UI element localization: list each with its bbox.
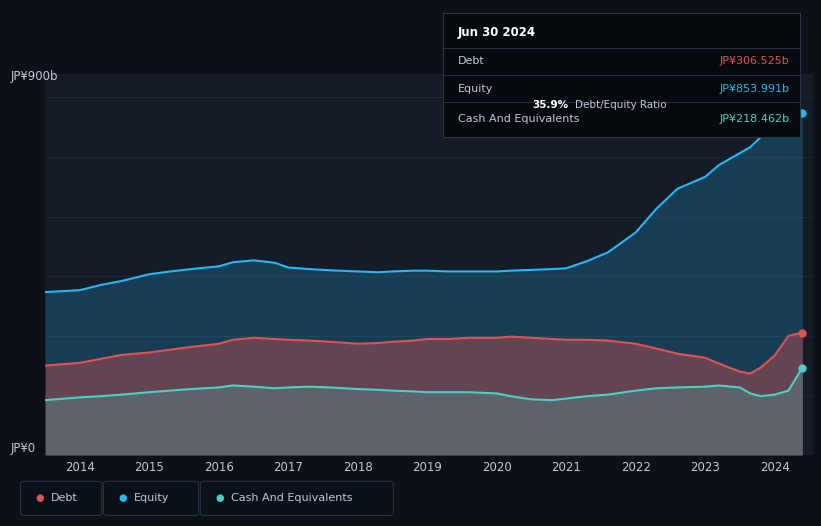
Text: Debt: Debt: [51, 493, 78, 503]
Text: Equity: Equity: [457, 84, 493, 94]
Text: Equity: Equity: [134, 493, 169, 503]
Text: Jun 30 2024: Jun 30 2024: [457, 25, 536, 38]
Text: Cash And Equivalents: Cash And Equivalents: [231, 493, 352, 503]
Text: ●: ●: [118, 493, 126, 503]
Text: 35.9%: 35.9%: [532, 100, 568, 110]
Text: ●: ●: [35, 493, 44, 503]
Text: Cash And Equivalents: Cash And Equivalents: [457, 115, 579, 125]
Text: Debt: Debt: [457, 56, 484, 66]
Text: JP¥900b: JP¥900b: [11, 70, 58, 83]
Text: JP¥0: JP¥0: [11, 442, 36, 454]
Text: JP¥306.525b: JP¥306.525b: [720, 56, 790, 66]
Text: Debt/Equity Ratio: Debt/Equity Ratio: [576, 100, 667, 110]
Text: JP¥218.462b: JP¥218.462b: [720, 115, 790, 125]
Text: JP¥853.991b: JP¥853.991b: [720, 84, 790, 94]
Text: ●: ●: [215, 493, 223, 503]
